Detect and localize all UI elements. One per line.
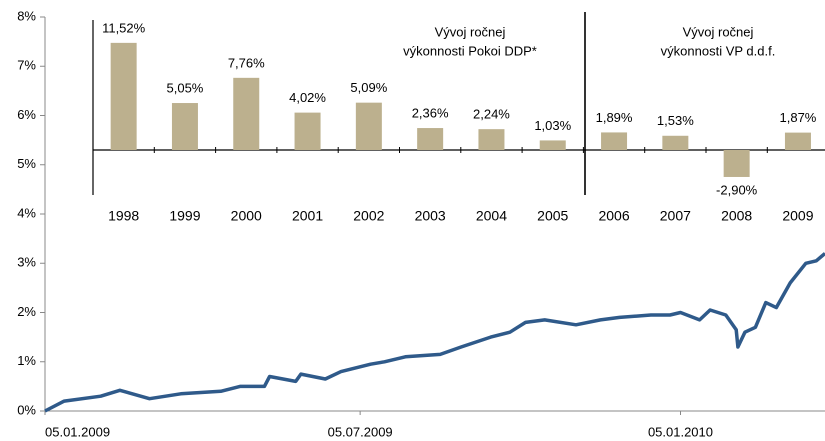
value-label: 5,09% [350, 80, 387, 95]
category-label: 2001 [292, 208, 323, 224]
value-label: 5,05% [167, 80, 204, 95]
y-tick-label: 3% [17, 255, 36, 270]
bar [417, 128, 444, 150]
value-label: 2,24% [473, 107, 510, 122]
bar [601, 132, 628, 150]
y-tick-label: 8% [17, 8, 36, 23]
x-tick-label: 05.01.2010 [648, 424, 713, 439]
category-label: 1998 [108, 208, 139, 224]
category-label: 2005 [537, 208, 568, 224]
bar [723, 150, 750, 177]
x-tick-label: 05.07.2009 [328, 424, 393, 439]
category-label: 2009 [782, 208, 813, 224]
bar [478, 129, 505, 150]
bar [662, 135, 689, 150]
value-label: 1,03% [534, 118, 571, 133]
y-tick-label: 6% [17, 107, 36, 122]
annotation: Vývoj ročnej [435, 24, 506, 39]
category-label: 2006 [598, 208, 629, 224]
category-label: 2002 [353, 208, 384, 224]
y-tick-label: 1% [17, 353, 36, 368]
value-label: -2,90% [716, 182, 758, 197]
y-tick-label: 0% [17, 402, 36, 417]
category-label: 1999 [169, 208, 200, 224]
line [44, 252, 825, 413]
value-label: 1,87% [780, 110, 817, 125]
y-tick-label: 7% [17, 58, 36, 73]
value-label: 4,02% [289, 90, 326, 105]
bar [294, 112, 321, 150]
category-label: 2007 [660, 208, 691, 224]
category-label: 2003 [415, 208, 446, 224]
value-label: 1,89% [596, 110, 633, 125]
annotation: Vývoj ročnej [683, 24, 754, 39]
x-tick-label: 05.01.2009 [45, 424, 110, 439]
category-label: 2008 [721, 208, 752, 224]
value-label: 2,36% [412, 105, 449, 120]
y-tick-label: 5% [17, 156, 36, 171]
category-label: 2004 [476, 208, 507, 224]
category-label: 2000 [231, 208, 262, 224]
y-tick-label: 2% [17, 304, 36, 319]
bar [171, 103, 198, 150]
bar [355, 102, 382, 150]
annotation: výkonnosti Pokoi DDP* [403, 43, 537, 58]
bar [110, 42, 137, 150]
annotation: výkonnosti VP d.d.f. [661, 43, 776, 58]
bar [539, 140, 566, 150]
y-tick-label: 4% [17, 205, 36, 220]
value-label: 7,76% [228, 55, 265, 70]
bar [233, 77, 260, 150]
value-label: 1,53% [657, 113, 694, 128]
value-label: 11,52% [102, 20, 146, 35]
bar [784, 132, 811, 150]
